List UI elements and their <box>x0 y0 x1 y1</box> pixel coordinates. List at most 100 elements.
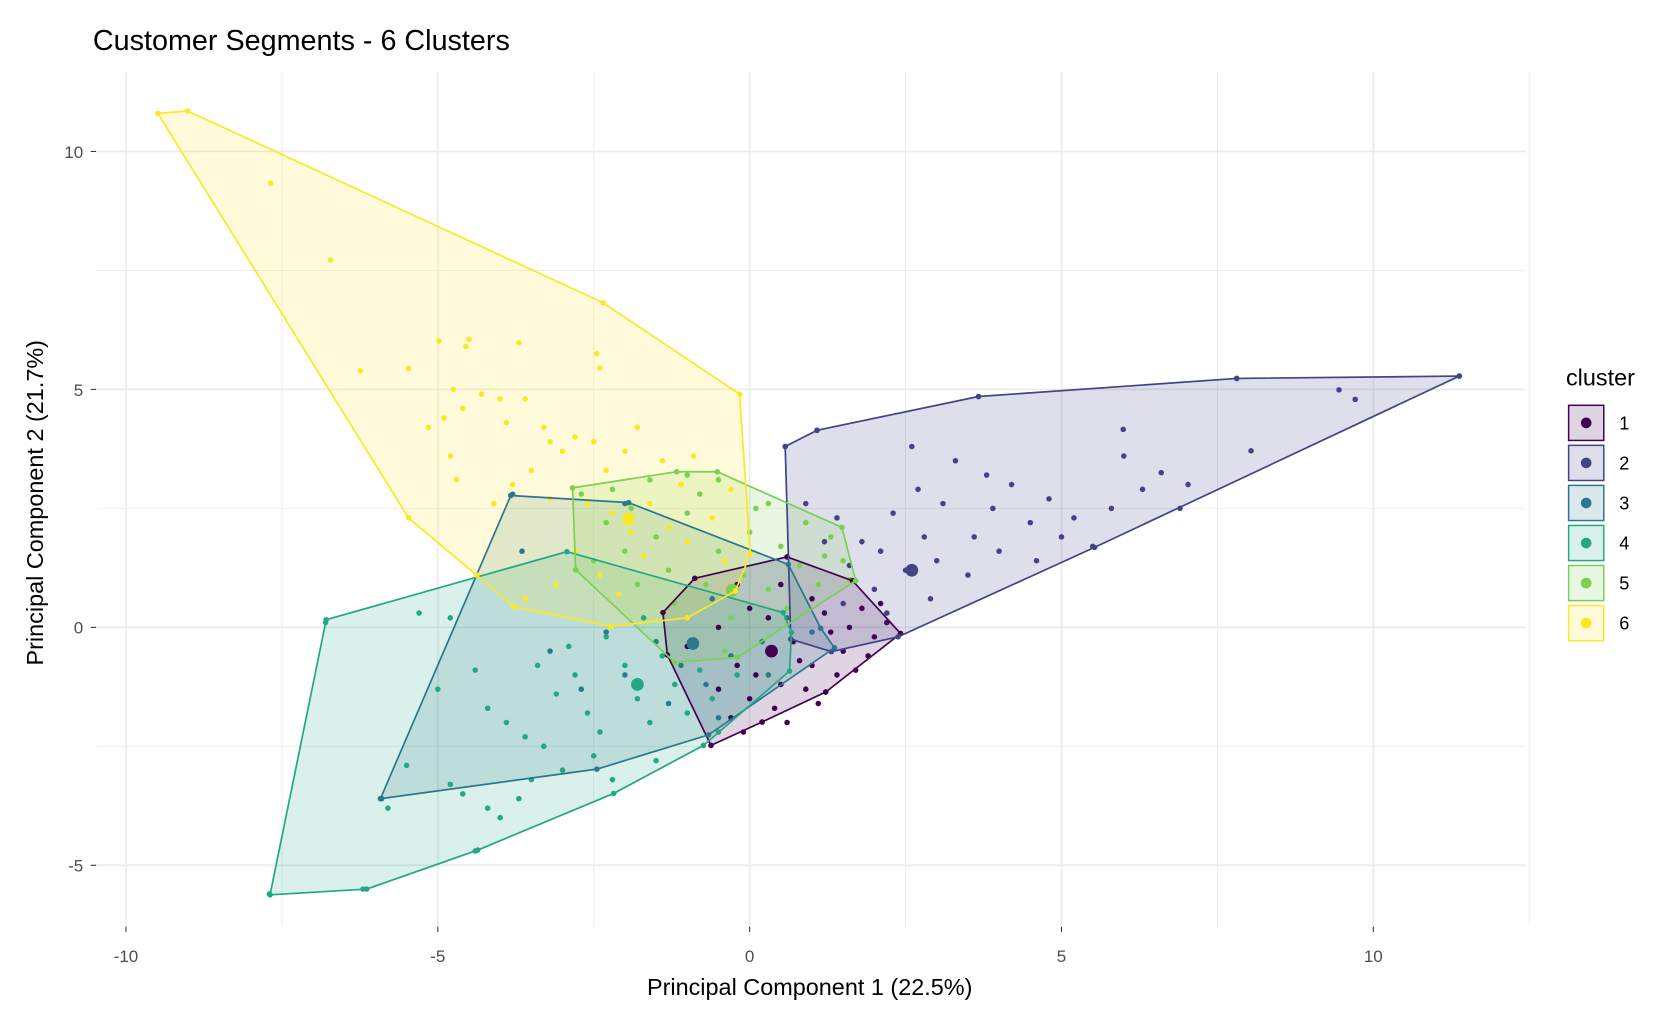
cluster-2-point <box>921 534 928 540</box>
y-tick-label: 0 <box>74 619 83 638</box>
cluster-1-point <box>746 605 753 612</box>
cluster-5-point <box>696 491 703 497</box>
cluster-1-point <box>821 610 828 616</box>
y-tick-label: -5 <box>68 857 83 876</box>
legend: cluster 1 2 3 4 5 6 <box>1566 365 1635 642</box>
cluster-4-point <box>647 719 653 726</box>
cluster-4-point <box>653 757 659 764</box>
cluster-4-point <box>522 734 528 740</box>
cluster-5-point <box>684 472 691 478</box>
cluster-3-hull-vertex <box>705 732 712 738</box>
cluster-1-point <box>734 662 740 669</box>
cluster-3-hull-fill <box>380 495 835 799</box>
cluster-6-point <box>357 368 364 374</box>
y-axis-title: Principal Component 2 (21.7%) <box>22 340 48 665</box>
cluster-2-point <box>971 534 977 540</box>
legend-item-4: 4 <box>1567 524 1629 562</box>
cluster-6-point <box>267 180 274 187</box>
cluster-4-point <box>403 762 410 769</box>
cluster-1-hull-vertex <box>708 742 714 749</box>
cluster-5-point <box>815 581 822 588</box>
cluster-6-point <box>684 538 691 545</box>
x-tick-label: 5 <box>1057 947 1066 966</box>
cluster-4-point <box>572 672 578 678</box>
cluster-2-point <box>859 538 865 545</box>
cluster-6-point <box>728 486 734 493</box>
cluster-2-hull-vertex <box>1091 544 1098 551</box>
cluster-4-point <box>459 791 466 797</box>
legend-key-point <box>1580 537 1592 549</box>
cluster-3-hull-vertex <box>831 645 838 651</box>
x-axis-title: Principal Component 1 (22.5%) <box>647 974 972 1000</box>
cluster-4-point <box>503 719 510 726</box>
cluster-3-point <box>715 714 722 721</box>
cluster-5-point <box>653 534 659 540</box>
cluster-6-hull-vertex <box>732 588 739 594</box>
cluster-2-hull-fill <box>785 376 1460 652</box>
x-axis: -10 -5 0 5 10 <box>114 926 1383 966</box>
cluster-3-centroid <box>686 637 700 650</box>
x-tick-label: 0 <box>745 947 754 966</box>
cluster-4-point <box>584 710 591 716</box>
cluster-6-point <box>522 596 528 602</box>
cluster-6-point <box>628 529 634 535</box>
cluster-4-hull-vertex <box>780 609 787 616</box>
legend-item-6: 6 <box>1567 604 1629 642</box>
cluster-4-point <box>559 767 566 773</box>
cluster-5-hull-vertex <box>673 468 680 475</box>
cluster-6-hull-vertex <box>184 108 191 114</box>
cluster-6-point <box>690 453 697 459</box>
cluster-6-point <box>553 581 560 588</box>
cluster-6-hull-vertex <box>684 615 691 621</box>
cluster-2-hull-vertex <box>975 393 982 400</box>
cluster-3-hull-vertex <box>625 499 632 506</box>
cluster-4-hull-vertex <box>788 629 795 636</box>
cluster-4-hull-vertex <box>786 668 793 674</box>
cluster-6-point <box>491 500 497 507</box>
cluster-4-point <box>622 662 628 669</box>
cluster-4-point <box>484 805 491 811</box>
cluster-6-point <box>603 467 609 474</box>
cluster-5-point <box>827 534 834 540</box>
cluster-1-point <box>803 686 809 692</box>
cluster-6-point <box>509 481 516 488</box>
cluster-6-point <box>450 386 457 393</box>
cluster-3-hull-vertex <box>508 492 514 499</box>
cluster-2-point <box>1248 448 1254 454</box>
cluster-1-hull-vertex <box>691 575 698 582</box>
cluster-4-hull-vertex <box>323 616 329 623</box>
cluster-3-point <box>547 648 553 654</box>
cluster-3-point <box>603 629 609 635</box>
cluster-2-point <box>983 472 990 478</box>
cluster-1-point <box>778 581 784 588</box>
legend-key-point <box>1580 617 1592 629</box>
cluster-2-point <box>840 600 846 607</box>
cluster-3-point <box>678 662 684 669</box>
cluster-6-point <box>497 396 503 402</box>
cluster-4-point <box>385 805 391 811</box>
cluster-5-point <box>622 548 628 554</box>
cluster-1-point <box>834 672 840 678</box>
cluster-4-hull-vertex <box>700 742 707 749</box>
cluster-2-point <box>1185 481 1191 488</box>
cluster-5-point <box>665 567 672 573</box>
cluster-4-point <box>634 695 641 702</box>
cluster-6-hull-vertex <box>736 391 743 397</box>
cluster-2-point <box>1120 426 1126 433</box>
cluster-2-point <box>821 538 828 545</box>
cluster-5-point <box>840 557 846 564</box>
cluster-5-point <box>753 505 759 512</box>
cluster-4-point <box>534 662 541 669</box>
cluster-4-point <box>609 776 616 783</box>
cluster-6-hull-vertex <box>511 604 517 610</box>
cluster-6-point <box>541 424 547 431</box>
cluster-2-point <box>1027 519 1034 526</box>
cluster-4-point <box>566 643 572 650</box>
cluster-4-point <box>541 743 547 750</box>
cluster-5-point <box>609 486 616 493</box>
cluster-5-point <box>634 581 641 588</box>
cluster-6-point <box>522 396 528 402</box>
cluster-4-centroid <box>630 678 644 691</box>
cluster-6-hull-vertex <box>747 551 754 557</box>
cluster-5-hull-vertex <box>569 485 576 491</box>
